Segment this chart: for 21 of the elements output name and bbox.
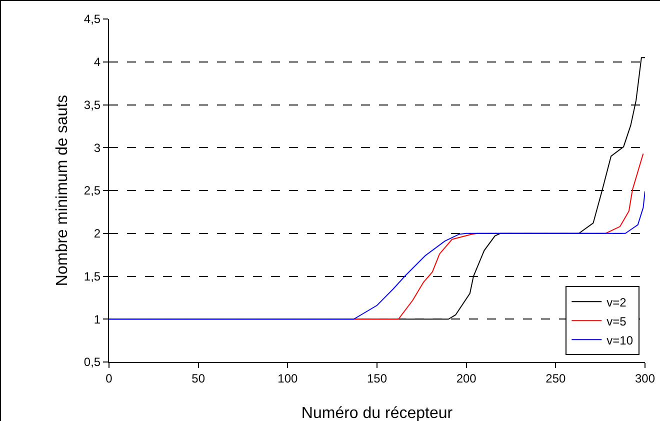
y-axis-title: Nombre minimum de sauts (54, 94, 71, 286)
y-tick-label: 4 (94, 55, 101, 70)
y-tick-label: 1 (94, 312, 101, 326)
x-axis-title: Numéro du récepteur (301, 405, 454, 421)
y-tick-label: 3 (94, 140, 101, 155)
legend-label: v=5 (606, 314, 627, 328)
y-tick-label: 2,5 (84, 184, 101, 198)
y-tick-label: 1,5 (84, 269, 101, 284)
x-tick-label: 50 (192, 371, 206, 386)
x-tick-label: 150 (366, 371, 388, 386)
legend-label: v=2 (606, 295, 627, 310)
x-tick-label: 100 (278, 371, 298, 386)
x-tick-label: 250 (546, 371, 566, 386)
legend-label: v=10 (606, 333, 634, 348)
x-tick-label: 300 (634, 371, 656, 386)
x-tick-label: 200 (456, 371, 477, 386)
y-tick-label: 2 (94, 226, 101, 241)
x-tick-label: 0 (106, 371, 113, 386)
y-tick-label: 0,5 (84, 355, 101, 370)
y-tick-label: 3,5 (84, 98, 101, 112)
y-tick-label: 4,5 (84, 12, 101, 26)
